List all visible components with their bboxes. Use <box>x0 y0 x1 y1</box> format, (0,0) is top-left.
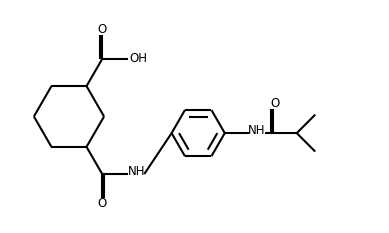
Text: O: O <box>270 97 279 110</box>
Text: NH: NH <box>248 124 266 137</box>
Text: O: O <box>98 23 107 36</box>
Text: O: O <box>98 197 107 210</box>
Text: NH: NH <box>128 164 145 178</box>
Text: OH: OH <box>130 52 147 65</box>
